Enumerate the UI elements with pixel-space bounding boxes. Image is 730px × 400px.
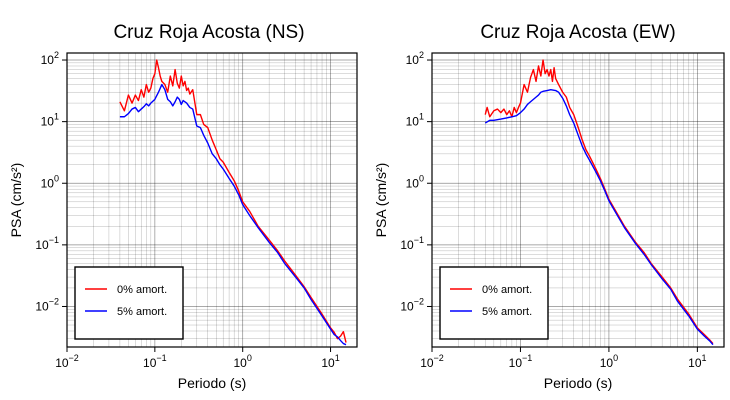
legend-entry-label: 5% amort. <box>482 306 532 318</box>
y-tick-exponent: −1 <box>49 235 59 245</box>
legend-entry-label: 5% amort. <box>117 306 167 318</box>
x-tick-label: 10−2 <box>55 353 79 370</box>
x-tick-base: 10 <box>234 356 248 370</box>
plot-frame <box>66 52 358 348</box>
y-tick-label: 100 <box>406 173 424 190</box>
y-tick-label: 10−2 <box>400 296 424 313</box>
y-tick-exponent: 2 <box>419 50 424 60</box>
x-tick-exponent: −1 <box>522 353 532 363</box>
y-tick-exponent: −2 <box>414 296 424 306</box>
y-tick-base: 10 <box>35 238 49 252</box>
y-tick-base: 10 <box>400 238 414 252</box>
y-tick-label: 100 <box>41 173 59 190</box>
x-tick-label: 10−1 <box>143 353 167 370</box>
y-tick-base: 10 <box>41 115 55 129</box>
y-axis-label: PSA (cm/s²) <box>8 163 24 238</box>
y-tick-label: 10−1 <box>400 235 424 252</box>
y-tick-base: 10 <box>35 299 49 313</box>
y-tick-exponent: −1 <box>414 235 424 245</box>
x-tick-base: 10 <box>420 356 434 370</box>
x-axis-label: Periodo (s) <box>544 375 612 391</box>
x-axis-label: Periodo (s) <box>178 375 246 391</box>
series-line-blue <box>119 83 347 346</box>
y-tick-label: 10−1 <box>35 235 59 252</box>
y-tick-exponent: 1 <box>54 112 59 122</box>
x-tick-label: 100 <box>234 353 252 370</box>
legend-box <box>439 266 549 340</box>
x-tick-label: 101 <box>321 353 339 370</box>
legend-entry-label: 0% amort. <box>482 284 532 296</box>
legend-box <box>74 266 184 340</box>
y-tick-exponent: 0 <box>419 173 424 183</box>
x-tick-label: 101 <box>688 353 706 370</box>
y-tick-label: 101 <box>41 112 59 129</box>
x-tick-exponent: 1 <box>702 353 707 363</box>
x-tick-exponent: −2 <box>69 353 79 363</box>
y-tick-exponent: 0 <box>54 173 59 183</box>
axis-ticks <box>62 59 332 352</box>
x-tick-label: 10−2 <box>420 353 444 370</box>
y-tick-exponent: −2 <box>49 296 59 306</box>
x-tick-base: 10 <box>688 356 702 370</box>
x-tick-exponent: 0 <box>247 353 252 363</box>
chart-title: Cruz Roja Acosta (NS) <box>113 22 304 43</box>
chart-panel-ns: Cruz Roja Acosta (NS)10−2 10−1 100 10110−21… <box>8 22 358 391</box>
x-tick-exponent: −1 <box>156 353 166 363</box>
x-tick-base: 10 <box>509 356 523 370</box>
y-tick-label: 101 <box>406 112 424 129</box>
y-tick-label: 102 <box>406 50 424 67</box>
y-axis-label: PSA (cm/s²) <box>373 163 389 238</box>
y-tick-label: 10−2 <box>35 296 59 313</box>
legend-entry-label: 0% amort. <box>117 284 167 296</box>
x-tick-label: 100 <box>600 353 618 370</box>
x-tick-base: 10 <box>321 356 335 370</box>
legend: 0% amort. 5% amort. <box>74 266 184 340</box>
axis-ticks <box>427 59 698 352</box>
series-line-red <box>119 59 347 343</box>
x-tick-exponent: 1 <box>335 353 340 363</box>
y-tick-exponent: 1 <box>419 112 424 122</box>
y-tick-base: 10 <box>406 176 420 190</box>
x-tick-base: 10 <box>55 356 69 370</box>
y-tick-label: 102 <box>41 50 59 67</box>
y-tick-exponent: 2 <box>54 50 59 60</box>
x-tick-exponent: −2 <box>434 353 444 363</box>
legend: 0% amort. 5% amort. <box>439 266 549 340</box>
y-tick-base: 10 <box>400 299 414 313</box>
chart-panel-ew: Cruz Roja Acosta (EW)10−2 10−1 100 10110−21… <box>373 22 725 391</box>
x-tick-base: 10 <box>600 356 614 370</box>
y-tick-base: 10 <box>406 115 420 129</box>
chart-title: Cruz Roja Acosta (EW) <box>480 22 675 43</box>
x-tick-label: 10−1 <box>509 353 533 370</box>
x-tick-base: 10 <box>143 356 157 370</box>
y-tick-base: 10 <box>41 176 55 190</box>
y-tick-base: 10 <box>41 53 55 67</box>
series-line-blue <box>484 88 714 346</box>
y-tick-base: 10 <box>406 53 420 67</box>
plot-frame <box>431 52 725 348</box>
x-tick-exponent: 0 <box>613 353 618 363</box>
